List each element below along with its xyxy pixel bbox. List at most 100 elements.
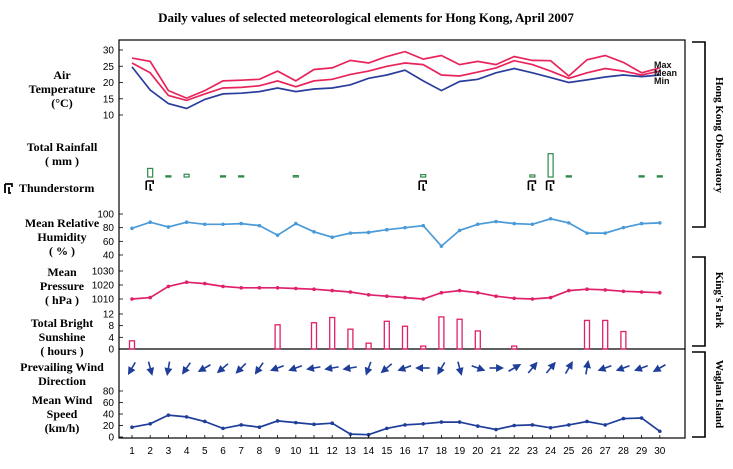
legend-min: Min xyxy=(654,76,670,86)
wind-direction-arrow xyxy=(455,361,464,376)
wind-speed-series-point xyxy=(294,420,298,425)
wind-speed-series-point xyxy=(366,432,371,437)
plot-frame xyxy=(118,39,686,439)
pressure-series-point xyxy=(494,294,498,299)
sunshine-bar xyxy=(329,316,336,350)
wind-direction-arrow xyxy=(127,361,136,376)
wind-direction-arrow xyxy=(508,363,522,372)
wind-direction-arrow xyxy=(235,362,247,374)
rainfall-label-line: ( mm ) xyxy=(45,154,79,168)
pressure-series-point xyxy=(457,288,462,293)
humidity-series-point xyxy=(166,225,171,229)
wind-speed-series-point xyxy=(494,427,498,432)
wind-direction-arrow xyxy=(564,360,573,375)
sunshine-bar xyxy=(474,330,481,350)
humidity-series-point xyxy=(184,220,189,224)
sunshine-label-line: Sunshine xyxy=(39,330,86,344)
humidity-series xyxy=(131,217,660,248)
humidity-series-point xyxy=(239,221,243,226)
sunshine-label: Total Bright Sunshine ( hours ) xyxy=(31,316,94,358)
day-tick-label: 20 xyxy=(472,446,484,457)
pressure-series-point xyxy=(639,290,644,294)
rainfall-bar xyxy=(292,175,299,178)
sunshine-bar xyxy=(274,324,281,350)
pressure-tick: 1020 xyxy=(92,281,115,292)
day-tick-label: 28 xyxy=(618,446,630,457)
day-tick-label: 6 xyxy=(220,446,226,457)
temperature-label-line: Air xyxy=(53,68,71,82)
temperature-label-line: (°C) xyxy=(51,96,72,110)
day-tick-label: 24 xyxy=(545,446,557,457)
pressure-series-point xyxy=(148,295,152,300)
wind-speed-series-point xyxy=(476,424,480,428)
pressure-series-point xyxy=(621,289,626,294)
sunshine-bar xyxy=(583,319,591,350)
humidity-series-point xyxy=(130,226,134,231)
wind-speed-series-point xyxy=(166,413,171,417)
wind-speed-series-point xyxy=(239,423,243,427)
pressure-tick: 1030 xyxy=(92,267,115,278)
rainfall-bar xyxy=(656,175,663,178)
observatory-bracket xyxy=(692,41,706,228)
legend-mean: Mean xyxy=(654,68,677,78)
wind-speed-series-point xyxy=(130,425,134,430)
sunshine-label-line: Total Bright xyxy=(31,316,94,330)
wind-speed-tick: 40 xyxy=(103,410,115,421)
day-tick-label: 19 xyxy=(454,446,466,457)
temperature-tick: 20 xyxy=(103,78,115,89)
wind-speed-series-point xyxy=(585,419,589,424)
wind-speed-series-point xyxy=(257,425,262,430)
day-tick-label: 30 xyxy=(654,446,666,457)
wind-speed-series-point xyxy=(658,429,662,434)
humidity-series-point xyxy=(658,221,662,225)
wind-speed-series-point xyxy=(221,426,225,431)
rainfall-bar xyxy=(238,175,245,178)
pressure-series-point xyxy=(439,290,444,295)
wind-direction-label-line: Prevailing Wind xyxy=(20,360,104,374)
wind-direction-arrow xyxy=(615,364,630,372)
wind-direction-arrow xyxy=(633,364,648,372)
sunshine-bar xyxy=(383,320,390,350)
waglan-bracket xyxy=(692,351,706,438)
pressure-series-point xyxy=(257,286,262,290)
wind-speed-label-line: (km/h) xyxy=(45,421,80,435)
pressure-series-point xyxy=(421,297,426,301)
pressure-series-point xyxy=(312,287,316,292)
humidity-series-point xyxy=(330,235,335,240)
humidity-series-point xyxy=(639,221,644,226)
pressure-series-point xyxy=(203,281,207,286)
rainfall-label: Total Rainfall ( mm ) xyxy=(27,140,98,168)
humidity-series-point xyxy=(585,231,589,235)
day-tick-label: 7 xyxy=(238,446,244,457)
humidity-series-point xyxy=(621,225,626,230)
wind-direction-arrow xyxy=(380,363,393,374)
humidity-series-point xyxy=(548,216,553,221)
temperature-tick: 15 xyxy=(103,94,115,105)
humidity-series-point xyxy=(366,230,371,235)
wind-direction-arrow xyxy=(216,363,229,374)
pressure-series-point xyxy=(403,295,407,300)
wind-direction-arrow xyxy=(181,362,191,375)
humidity-series-point xyxy=(476,222,480,227)
wind-speed-series-point xyxy=(275,419,280,423)
humidity-series-point xyxy=(275,233,280,237)
wind-direction-arrow xyxy=(545,361,556,374)
thunderstorm-label-text: Thunderstorm xyxy=(19,181,94,195)
pressure-series-point xyxy=(658,290,662,295)
thunderstorm-icon xyxy=(418,180,427,191)
wind-direction-arrow xyxy=(342,364,357,372)
wind-direction-arrow xyxy=(306,364,321,372)
rainfall-bar xyxy=(219,175,227,178)
rainfall-bar xyxy=(529,174,536,178)
humidity-series-point xyxy=(530,222,535,227)
station-label-waglan: Waglan Island xyxy=(713,360,725,428)
pressure-series-point xyxy=(548,295,553,300)
temperature-tick: 25 xyxy=(103,62,115,73)
sunshine-bar xyxy=(128,340,136,350)
sunshine-bar xyxy=(438,316,445,350)
sunshine-bar xyxy=(620,330,627,350)
humidity-series-point xyxy=(512,221,516,226)
wind-speed-series-point xyxy=(348,432,353,436)
sunshine-tick: 4 xyxy=(108,333,114,344)
